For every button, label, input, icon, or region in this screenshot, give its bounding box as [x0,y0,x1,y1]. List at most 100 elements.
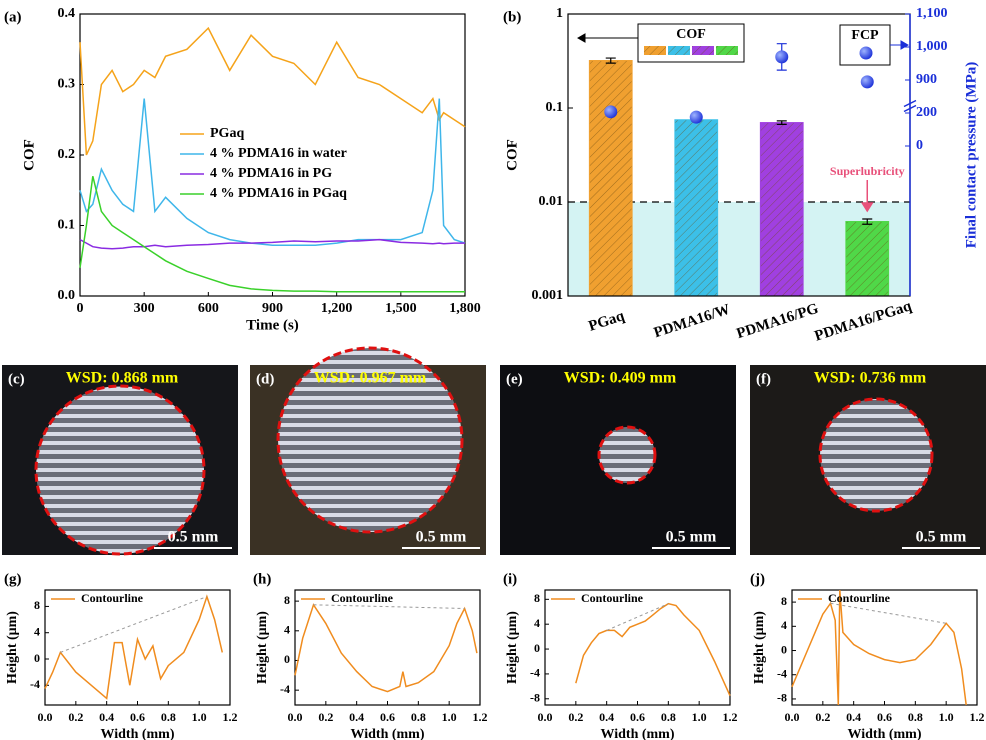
wear-scar [599,427,655,483]
panel-label: (d) [256,371,274,387]
y-tick-label: -4 [777,666,787,680]
series-line [45,597,222,699]
x-tick-label: 0.2 [815,710,830,724]
legend-label: Contourline [81,591,144,605]
y-tick-label: 0 [781,642,787,656]
x-axis-label: Width (mm) [100,727,174,740]
legend-swatch [692,46,714,55]
x-tick-label: 1.0 [939,710,954,724]
series-line [314,605,465,609]
x-tick-label: 0.6 [630,710,645,724]
legend-label: 4 % PDMA16 in water [210,146,347,161]
legend-label: 4 % PDMA16 in PGaq [210,186,347,201]
y-tick-label: 4 [34,624,40,638]
x-tick-label: 0.8 [661,710,676,724]
wear-scar [820,399,932,511]
x-tick-label: 1,800 [449,301,481,316]
x-tick-label: 1.0 [692,710,707,724]
x-tick-label: 0.0 [38,710,53,724]
x-tick-label: 0.8 [411,710,426,724]
y-tick-label: -8 [777,691,787,705]
y-tick-label: 0.001 [532,288,564,303]
x-tick-label: 0.4 [349,710,364,724]
panel-label: (e) [506,371,523,387]
y2-tick-label: 900 [916,72,937,87]
bar [589,61,632,296]
y-axis-label: COF [504,139,520,171]
series-line [80,240,465,249]
x-tick-label: 1.0 [442,710,457,724]
x-tick-label: 1.2 [723,710,738,724]
series-line [607,604,669,631]
x-tick-label: 300 [134,301,155,316]
plot-frame [792,590,977,705]
fcp-point [775,50,788,63]
legend-label: Contourline [581,591,644,605]
y-tick-label: 0 [34,651,40,665]
x-tick-label: 1.2 [223,710,238,724]
x-tick-label: 0.8 [161,710,176,724]
legend-label: FCP [851,28,879,43]
scale-bar-label: 0.5 mm [416,529,467,546]
series-line [80,28,465,155]
y-tick-label: 0.3 [58,77,76,92]
y-axis-label: Height (μm) [505,611,520,684]
panel-label: (c) [8,371,25,387]
x-tick-label: 0.2 [568,710,583,724]
series-line [576,604,730,696]
annotation-arrow [862,180,872,211]
y2-tick-label: 1,000 [916,39,948,54]
y-tick-label: 4 [284,623,290,637]
y-axis-label: Height (μm) [752,611,767,684]
x-tick-label: 0.0 [785,710,800,724]
x-tick-label: 0.8 [908,710,923,724]
y-tick-label: 0.1 [58,218,76,233]
y-tick-label: 0.1 [546,100,564,115]
series-line [60,597,207,653]
x-tick-label: PDMA16/PG [735,301,821,343]
scale-bar-label: 0.5 mm [916,529,967,546]
annotation: Superlubricity [830,164,905,178]
y-tick-label: 0.01 [539,194,564,209]
x-tick-label: PDMA16/W [652,302,732,342]
y-tick-label: 0.2 [58,147,76,162]
panel-label: (f) [756,371,771,387]
x-tick-label: 0.0 [288,710,303,724]
panel-label: (g) [4,571,22,587]
x-tick-label: 0.4 [846,710,861,724]
legend-label: PGaq [210,126,244,141]
x-axis-label: Width (mm) [600,727,674,740]
x-tick-label: 1,200 [321,301,353,316]
bar [760,123,803,296]
x-tick-label: 1.2 [473,710,488,724]
x-tick-label: 1.2 [970,710,985,724]
y-tick-label: 0 [534,641,540,655]
fcp-point [861,75,874,88]
figure: 03006009001,2001,5001,8000.00.10.20.30.4… [0,0,986,740]
y-tick-label: 0.4 [58,6,76,21]
bar [675,120,718,296]
x-tick-label: 0.0 [538,710,553,724]
x-tick-label: 0.4 [99,710,114,724]
x-tick-label: 1.0 [192,710,207,724]
wsd-label: WSD: 0.868 mm [66,370,179,387]
x-axis-label: Width (mm) [847,727,921,740]
scale-bar-label: 0.5 mm [168,529,219,546]
y-tick-label: 8 [284,593,290,607]
y2-axis-label: Final contact pressure (MPa) [963,62,979,249]
wsd-label: WSD: 0.736 mm [814,370,927,387]
x-tick-label: 0 [77,301,84,316]
panel-label: (b) [503,9,521,25]
x-tick-label: 0.6 [877,710,892,724]
wsd-label: WSD: 0.967 mm [314,370,427,387]
wsd-label: WSD: 0.409 mm [564,370,677,387]
x-tick-label: 900 [262,301,283,316]
legend-swatch [668,46,690,55]
y2-tick-label: 1,100 [916,6,948,21]
y2-tick-label: 0 [916,138,923,153]
legend-swatch [860,47,873,60]
legend-swatch [644,46,666,55]
x-tick-label: PDMA16/PGaq [813,298,914,345]
y-tick-label: -4 [280,682,290,696]
series-line [831,603,947,623]
